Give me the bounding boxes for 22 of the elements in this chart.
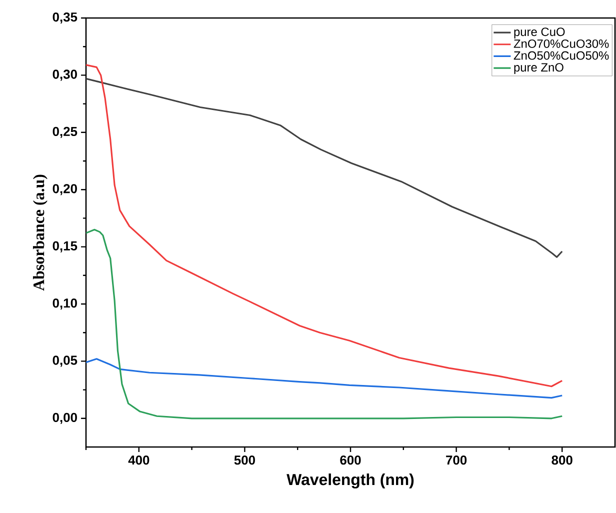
y-tick-label: 0,15	[52, 241, 78, 252]
x-tick-label: 400	[128, 455, 150, 465]
y-tick-label: 0,20	[52, 184, 77, 196]
y-tick-label: 0,25	[52, 126, 78, 138]
line-series	[86, 78, 563, 258]
y-tick-label: 0,00	[52, 412, 77, 424]
x-axis-title: Wavelength (nm)	[286, 474, 414, 488]
x-tick-label: 800	[552, 455, 572, 465]
y-tick-label: 0,30	[52, 70, 77, 81]
legend-label: pure ZnO	[514, 63, 564, 74]
legend-label: ZnO70%CuO30%	[514, 39, 609, 48]
x-tick-label: 500	[234, 455, 255, 465]
y-tick-label: 0,05	[52, 356, 78, 367]
y-tick-label: 0,10	[52, 298, 77, 310]
legend-label: pure CuO	[514, 28, 565, 38]
x-tick-label: 700	[446, 455, 467, 465]
y-tick-label: 0,35	[52, 12, 78, 24]
x-tick-label: 600	[340, 455, 361, 465]
line-series	[86, 358, 563, 399]
line-series	[86, 64, 563, 388]
y-axis-title: Absorbance (a.u)	[32, 174, 48, 291]
legend-label: ZnO50%CuO50%	[514, 51, 609, 60]
